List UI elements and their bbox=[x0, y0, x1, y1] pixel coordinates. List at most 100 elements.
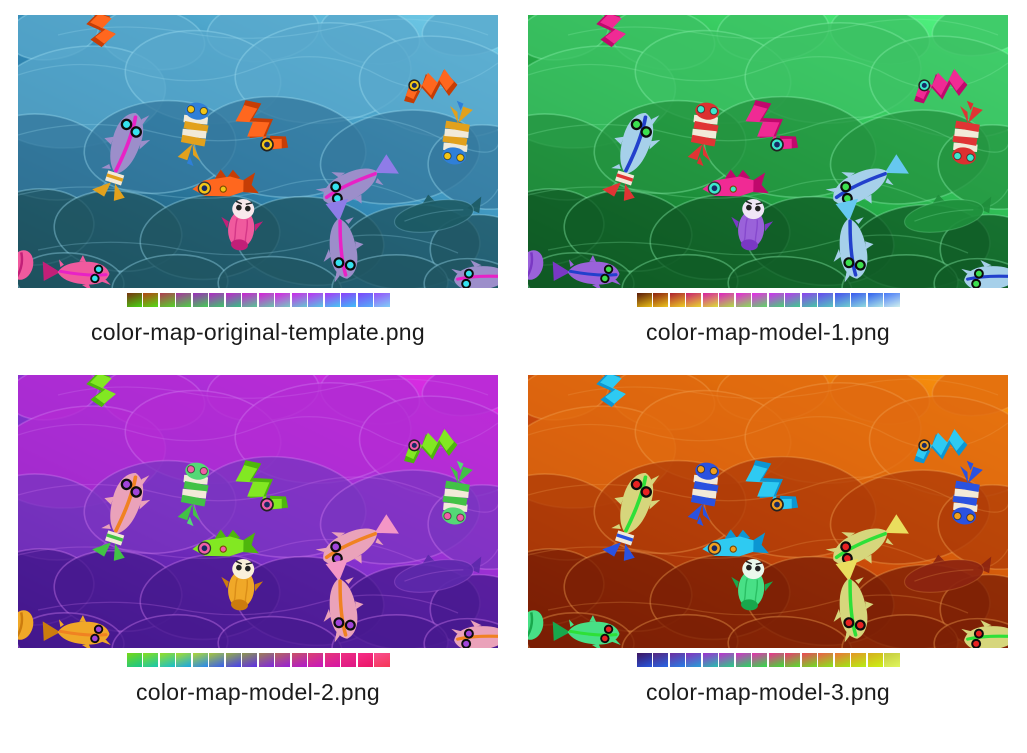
colorbar-tile bbox=[143, 653, 159, 667]
colorbar-tile bbox=[225, 293, 241, 307]
colorbar-tile bbox=[851, 653, 867, 667]
scene-image-model-1 bbox=[487, 0, 1027, 319]
fish-koi bbox=[42, 255, 111, 292]
colorbar-tile bbox=[702, 653, 718, 667]
colorbar-tile bbox=[785, 293, 801, 307]
colorbar-tile bbox=[324, 293, 340, 307]
fish-koi bbox=[552, 615, 621, 652]
colorbar-tile bbox=[192, 653, 208, 667]
colorbar-tile bbox=[308, 653, 324, 667]
caption-model-1: color-map-model-1.png bbox=[645, 319, 891, 345]
colorbar-tile bbox=[669, 293, 685, 307]
colorbar-tile bbox=[636, 293, 652, 307]
fish-koi bbox=[833, 198, 874, 283]
fish-crown bbox=[192, 169, 259, 197]
colorbar-tile bbox=[752, 293, 768, 307]
scene-svg bbox=[487, 0, 1027, 319]
colorbar-tile bbox=[801, 653, 817, 667]
fish-zigzag bbox=[235, 100, 289, 152]
fish-zigzag bbox=[914, 429, 968, 464]
fish-striped bbox=[952, 460, 983, 525]
fish-owl bbox=[221, 559, 264, 611]
scene-image-model-2 bbox=[0, 357, 545, 679]
colorbar-tile bbox=[341, 653, 357, 667]
scene-svg bbox=[487, 357, 1027, 679]
colorbar-tile bbox=[801, 293, 817, 307]
fish-zigzag bbox=[235, 460, 289, 512]
fish-koi bbox=[552, 255, 621, 292]
panel-model-2: color-map-model-2.png bbox=[0, 357, 545, 706]
colorbar-tile bbox=[636, 653, 652, 667]
colorbar-tile bbox=[126, 653, 142, 667]
colorbar-model-3 bbox=[636, 653, 900, 667]
colorbar-tile bbox=[291, 653, 307, 667]
colorbar-tile bbox=[884, 293, 900, 307]
colorbar-tile bbox=[192, 293, 208, 307]
colorbar-tile bbox=[258, 653, 274, 667]
colorbar-tile bbox=[126, 293, 142, 307]
colorbar-tile bbox=[209, 293, 225, 307]
colorbar-tile bbox=[719, 653, 735, 667]
figure-grid: color-map-original-template.png color-ma… bbox=[0, 0, 1027, 706]
fish-camo bbox=[903, 554, 992, 593]
fish-koi bbox=[825, 514, 909, 565]
colorbar-tile bbox=[818, 653, 834, 667]
colorbar-tile bbox=[374, 293, 390, 307]
fish-koi bbox=[825, 154, 909, 205]
colorbar-model-2 bbox=[126, 653, 390, 667]
colorbar-tile bbox=[209, 653, 225, 667]
colorbar-tile bbox=[768, 293, 784, 307]
fish-striped bbox=[442, 460, 473, 525]
colorbar-tile bbox=[275, 653, 291, 667]
fish-koi bbox=[833, 558, 874, 643]
fish-koi bbox=[315, 514, 399, 565]
fish-koi bbox=[42, 615, 111, 652]
fish-owl bbox=[731, 559, 774, 611]
colorbar-tile bbox=[686, 293, 702, 307]
colorbar-tile bbox=[275, 293, 291, 307]
scene-svg bbox=[0, 0, 545, 319]
colorbar-tile bbox=[834, 653, 850, 667]
fish-camo bbox=[393, 194, 482, 233]
colorbar-tile bbox=[702, 293, 718, 307]
fish-striped bbox=[687, 462, 720, 527]
fish-koifin bbox=[602, 113, 661, 201]
fish-koifin bbox=[92, 473, 151, 561]
fish-owl bbox=[221, 199, 264, 251]
colorbar-tile bbox=[308, 293, 324, 307]
fish-zigzag bbox=[404, 429, 458, 464]
colorbar-tile bbox=[867, 653, 883, 667]
fish-koifin bbox=[602, 473, 661, 561]
colorbar-tile bbox=[225, 653, 241, 667]
colorbar-tile bbox=[176, 653, 192, 667]
fish-crown bbox=[702, 169, 769, 197]
fish-striped bbox=[687, 102, 720, 167]
fish-zigzag bbox=[914, 69, 968, 104]
colorbar-tile bbox=[818, 293, 834, 307]
colorbar-tile bbox=[653, 653, 669, 667]
colorbar-tile bbox=[242, 653, 258, 667]
colorbar-tile bbox=[785, 653, 801, 667]
colorbar-tile bbox=[669, 653, 685, 667]
fish-crown bbox=[192, 529, 259, 557]
fish-striped bbox=[177, 102, 210, 167]
scene-image-original bbox=[0, 0, 545, 319]
colorbar-tile bbox=[867, 293, 883, 307]
panel-model-1: color-map-model-1.png bbox=[487, 0, 1027, 346]
fish-zigzag bbox=[404, 69, 458, 104]
colorbar-tile bbox=[176, 293, 192, 307]
colorbar-tile bbox=[242, 293, 258, 307]
fish-camo bbox=[903, 194, 992, 233]
colorbar-tile bbox=[291, 293, 307, 307]
colorbar-model-1 bbox=[636, 293, 900, 307]
colorbar-tile bbox=[143, 293, 159, 307]
colorbar-tile bbox=[686, 653, 702, 667]
colorbar-tile bbox=[752, 653, 768, 667]
fish-zigzag bbox=[745, 460, 799, 512]
colorbar-original bbox=[126, 293, 390, 307]
colorbar-tile bbox=[735, 293, 751, 307]
colorbar-tile bbox=[357, 653, 373, 667]
scene-svg bbox=[0, 357, 545, 679]
colorbar-tile bbox=[735, 653, 751, 667]
colorbar-tile bbox=[258, 293, 274, 307]
